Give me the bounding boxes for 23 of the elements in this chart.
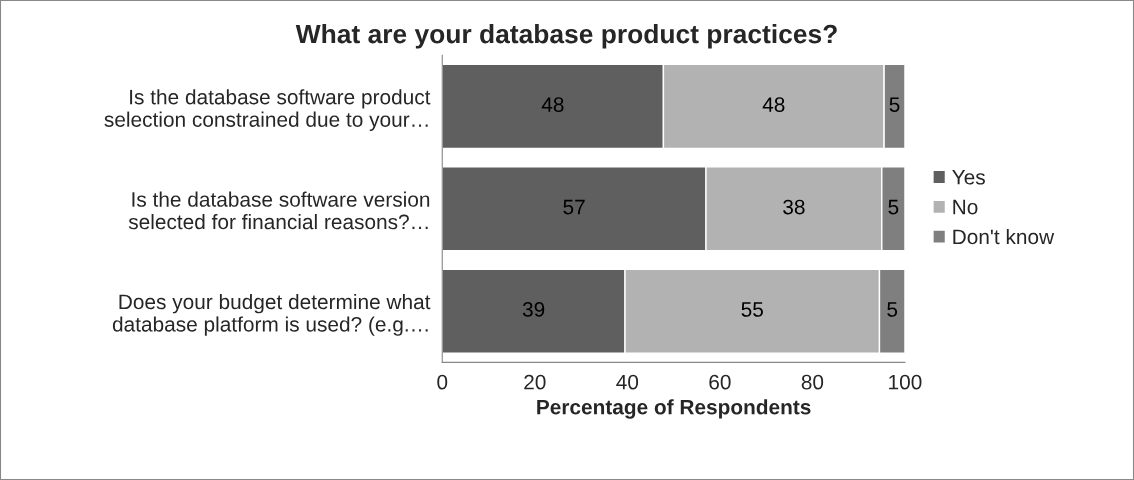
legend-label: No bbox=[953, 199, 978, 215]
data-label: 48 bbox=[762, 97, 785, 112]
chart-title: What are your database product practices? bbox=[295, 24, 837, 49]
y-tick-label: Is the database software product selection constrained due to your… bbox=[104, 89, 431, 131]
data-label: 48 bbox=[541, 97, 564, 112]
y-tick-label: Is the database software version selected for financial reasons?… bbox=[128, 191, 430, 230]
data-label: 38 bbox=[783, 199, 805, 215]
x-axis-title: Percentage of Respondents bbox=[537, 399, 811, 419]
x-tick-label: 100 bbox=[889, 374, 922, 390]
legend-label: Yes bbox=[952, 170, 985, 185]
y-tick-label: Does your budget determine what database platform is used? (e.g.… bbox=[112, 293, 431, 336]
x-tick-label: 0 bbox=[437, 374, 448, 390]
legend-label: Don't know bbox=[953, 228, 1055, 245]
data-label: 39 bbox=[522, 302, 545, 317]
x-tick-label: 20 bbox=[524, 374, 546, 390]
data-label: 5 bbox=[888, 199, 899, 215]
data-label: 57 bbox=[563, 199, 585, 215]
x-tick-label: 80 bbox=[801, 374, 824, 390]
x-tick-label: 40 bbox=[616, 374, 639, 390]
data-label: 5 bbox=[887, 302, 898, 317]
data-label: 5 bbox=[889, 97, 900, 112]
data-label: 55 bbox=[741, 302, 763, 317]
x-tick-label: 60 bbox=[709, 374, 731, 390]
